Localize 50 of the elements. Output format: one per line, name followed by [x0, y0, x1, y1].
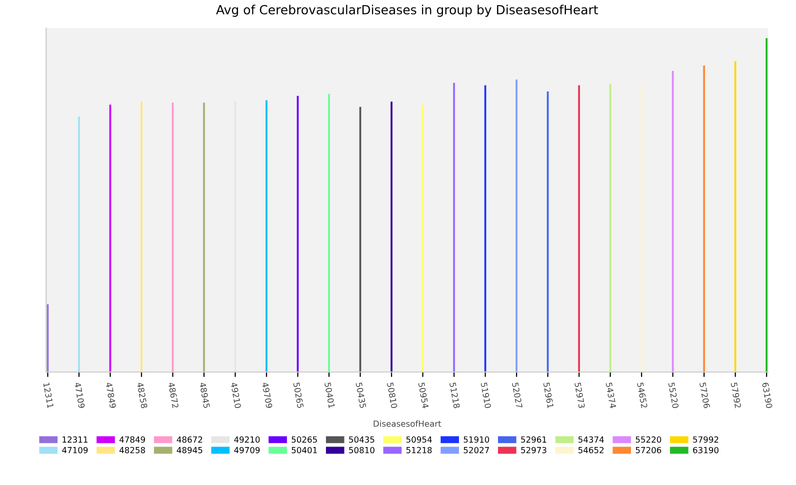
x-tick-label: 63190	[762, 382, 773, 408]
x-tick-label: 50435	[356, 382, 366, 408]
legend-label: 49210	[234, 436, 260, 443]
legend-label: 12311	[62, 436, 88, 443]
legend-label: 52973	[521, 446, 546, 454]
legend-label: 51910	[464, 436, 490, 443]
x-tick-label: 52961	[543, 382, 554, 408]
x-tick-label: 51910	[480, 382, 492, 408]
x-tick-label: 54374	[606, 382, 616, 408]
legend-label: 50954	[406, 436, 432, 443]
legend-label: 47109	[62, 446, 88, 454]
legend-label: 55220	[636, 436, 662, 443]
legend-label: 50265	[292, 436, 317, 443]
legend-label: 52027	[464, 446, 489, 454]
x-tick-label: 47849	[106, 382, 116, 408]
legend-label: 54652	[578, 446, 604, 454]
x-tick-label: 52027	[512, 382, 523, 408]
x-tick-label: 48258	[136, 382, 148, 408]
legend-label: 57206	[636, 446, 662, 454]
x-tick-label: 50265	[293, 382, 304, 408]
legend-label: 49709	[234, 446, 260, 454]
legend-label: 48258	[119, 446, 146, 454]
chart-title: Avg of CerebrovascularDiseases in group by DiseasesofHeart	[216, 4, 598, 17]
x-tick-label: 48945	[199, 382, 210, 408]
x-tick-label: 49210	[230, 382, 242, 408]
x-tick-label: 57992	[730, 382, 742, 408]
legend-label: 57992	[693, 436, 718, 443]
x-tick-label: 12311	[43, 382, 54, 408]
legend-label: 51218	[406, 446, 432, 454]
x-tick-label: 54652	[636, 382, 648, 408]
legend-label: 63190	[693, 446, 718, 454]
x-tick-label: 52973	[574, 382, 586, 408]
legend-label: 48672	[176, 436, 202, 443]
x-tick-label: 47109	[74, 382, 86, 408]
legend-label: 50810	[349, 446, 374, 454]
x-tick-label: 57206	[700, 382, 710, 408]
legend-label: 48945	[176, 446, 202, 454]
x-tick-label: 49709	[262, 382, 273, 408]
x-tick-label: 50954	[418, 382, 429, 408]
legend-label: 54374	[578, 436, 604, 443]
legend-label: 50401	[292, 446, 317, 454]
legend-label: 50435	[349, 436, 374, 443]
x-axis-title: DiseasesofHeart	[374, 420, 442, 427]
legend-label: 47849	[119, 436, 145, 443]
x-tick-label: 51218	[449, 382, 460, 408]
x-tick-label: 50401	[324, 382, 336, 408]
x-tick-label: 55220	[668, 382, 679, 408]
legend-label: 52961	[521, 436, 546, 443]
x-tick-label: 50810	[386, 382, 398, 408]
x-tick-label: 48672	[168, 382, 179, 408]
